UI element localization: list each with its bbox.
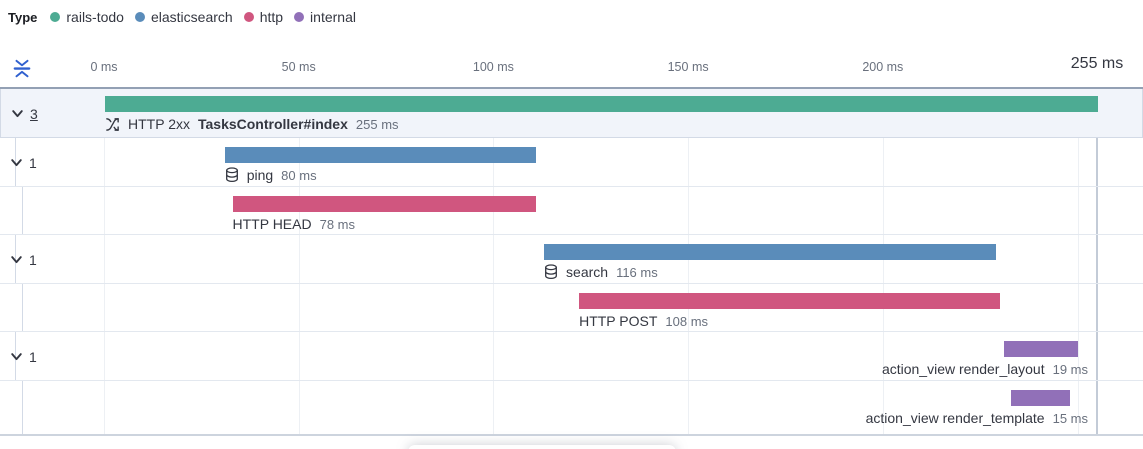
row-duration: 15 ms xyxy=(1052,410,1088,426)
gridline xyxy=(688,138,689,434)
waterfall-row-ping[interactable]: 1 ping 80 ms xyxy=(0,138,1143,187)
span-bar-internal[interactable] xyxy=(1003,341,1078,357)
database-icon xyxy=(544,264,558,280)
legend-item-elasticsearch: elasticsearch xyxy=(134,9,233,25)
row-duration: 80 ms xyxy=(281,167,317,183)
row-name: TasksController#index xyxy=(197,116,348,132)
gridline xyxy=(883,138,884,434)
row-result-prefix: HTTP 2xx xyxy=(128,116,190,132)
legend-label: rails-todo xyxy=(66,9,124,25)
trace-end-marker-line xyxy=(1095,138,1098,434)
row-name: action_view render_layout xyxy=(881,361,1045,377)
children-count: 3 xyxy=(30,105,38,122)
tooltip-shadow xyxy=(408,445,676,449)
chevron-down-icon xyxy=(9,155,24,170)
waterfall-row-TasksController#index[interactable]: 3 HTTP 2xx TasksController#index 255 ms xyxy=(0,89,1143,138)
row-label: HTTP POST 108 ms xyxy=(579,313,708,329)
chevron-down-icon xyxy=(10,106,25,121)
children-count: 1 xyxy=(29,348,37,365)
row-name: ping xyxy=(246,167,274,183)
waterfall-row-HTTP HEAD[interactable]: HTTP HEAD 78 ms xyxy=(0,187,1143,235)
span-bar-http[interactable] xyxy=(232,196,537,212)
legend-dot-icon xyxy=(50,12,61,22)
axis-tick-label: 50 ms xyxy=(281,60,316,74)
waterfall-row-action_view render_template[interactable]: action_view render_template 15 ms xyxy=(0,381,1143,434)
children-count: 1 xyxy=(29,251,37,268)
legend-label: http xyxy=(259,9,284,25)
indent-guide-line xyxy=(15,332,16,380)
row-label: HTTP 2xx TasksController#index 255 ms xyxy=(105,116,399,132)
collapse-all-button[interactable] xyxy=(11,56,35,80)
legend-dot-icon xyxy=(294,12,305,22)
span-bar-http[interactable] xyxy=(579,293,1000,309)
span-bar-elasticsearch[interactable] xyxy=(224,147,537,163)
span-bar-internal[interactable] xyxy=(1011,390,1070,406)
row-duration: 108 ms xyxy=(665,313,709,329)
legend-item-rails-todo: rails-todo xyxy=(50,9,124,25)
row-name: action_view render_template xyxy=(865,410,1045,426)
gridline xyxy=(299,138,300,434)
accordion-toggle[interactable]: 1 xyxy=(9,252,37,267)
axis-end-label: 255 ms xyxy=(1070,55,1124,72)
chevron-down-icon xyxy=(9,349,24,364)
axis-tick-label: 200 ms xyxy=(862,60,904,74)
row-name: HTTP POST xyxy=(579,313,658,329)
merge-icon xyxy=(105,117,120,132)
legend-item-http: http xyxy=(243,9,284,25)
row-label: HTTP HEAD 78 ms xyxy=(233,216,356,232)
children-count: 1 xyxy=(29,154,37,171)
legend-dot-icon xyxy=(243,12,254,22)
waterfall-row-search[interactable]: 1 search 116 ms xyxy=(0,235,1143,284)
legend: Type rails-todo elasticsearch http internal xyxy=(8,9,367,25)
indent-guide-line xyxy=(22,187,23,234)
accordion-toggle[interactable]: 3 xyxy=(10,106,38,121)
legend-title: Type xyxy=(8,9,38,25)
row-duration: 78 ms xyxy=(319,216,355,232)
chevron-down-icon xyxy=(9,252,24,267)
legend-label: internal xyxy=(310,9,356,25)
axis-divider xyxy=(0,87,1143,89)
legend-dot-icon xyxy=(134,12,145,22)
row-label: search 116 ms xyxy=(544,264,658,280)
fold-icon xyxy=(11,57,35,79)
indent-guide-line xyxy=(22,381,23,434)
span-bar-elasticsearch[interactable] xyxy=(544,244,996,260)
waterfall-row-action_view render_layout[interactable]: 1 action_view render_layout 19 ms xyxy=(0,332,1143,381)
row-name: search xyxy=(566,264,609,280)
legend-label: elasticsearch xyxy=(150,9,233,25)
database-icon xyxy=(225,167,239,183)
waterfall-row-HTTP POST[interactable]: HTTP POST 108 ms xyxy=(0,284,1143,332)
gridline xyxy=(493,138,494,434)
row-duration: 19 ms xyxy=(1052,361,1088,377)
row-label: ping 80 ms xyxy=(225,167,317,183)
row-duration: 255 ms xyxy=(355,116,399,132)
accordion-toggle[interactable]: 1 xyxy=(9,155,37,170)
transaction-bar-rails-todo[interactable] xyxy=(105,96,1098,112)
row-name: HTTP HEAD xyxy=(232,216,312,232)
row-label: action_view render_template 15 ms xyxy=(866,410,1088,426)
waterfall-bottom-divider xyxy=(0,434,1143,436)
gridline xyxy=(1078,138,1079,434)
legend-item-internal: internal xyxy=(294,9,356,25)
row-label: action_view render_layout 19 ms xyxy=(882,361,1088,377)
axis-tick-label: 150 ms xyxy=(667,60,709,74)
row-duration: 116 ms xyxy=(616,264,658,280)
accordion-toggle[interactable]: 1 xyxy=(9,349,37,364)
axis-tick-label: 100 ms xyxy=(472,60,514,74)
indent-guide-line xyxy=(15,138,16,186)
indent-guide-line xyxy=(22,284,23,331)
gridline xyxy=(104,138,105,434)
indent-guide-line xyxy=(15,235,16,283)
axis-tick-label: 0 ms xyxy=(90,60,118,74)
